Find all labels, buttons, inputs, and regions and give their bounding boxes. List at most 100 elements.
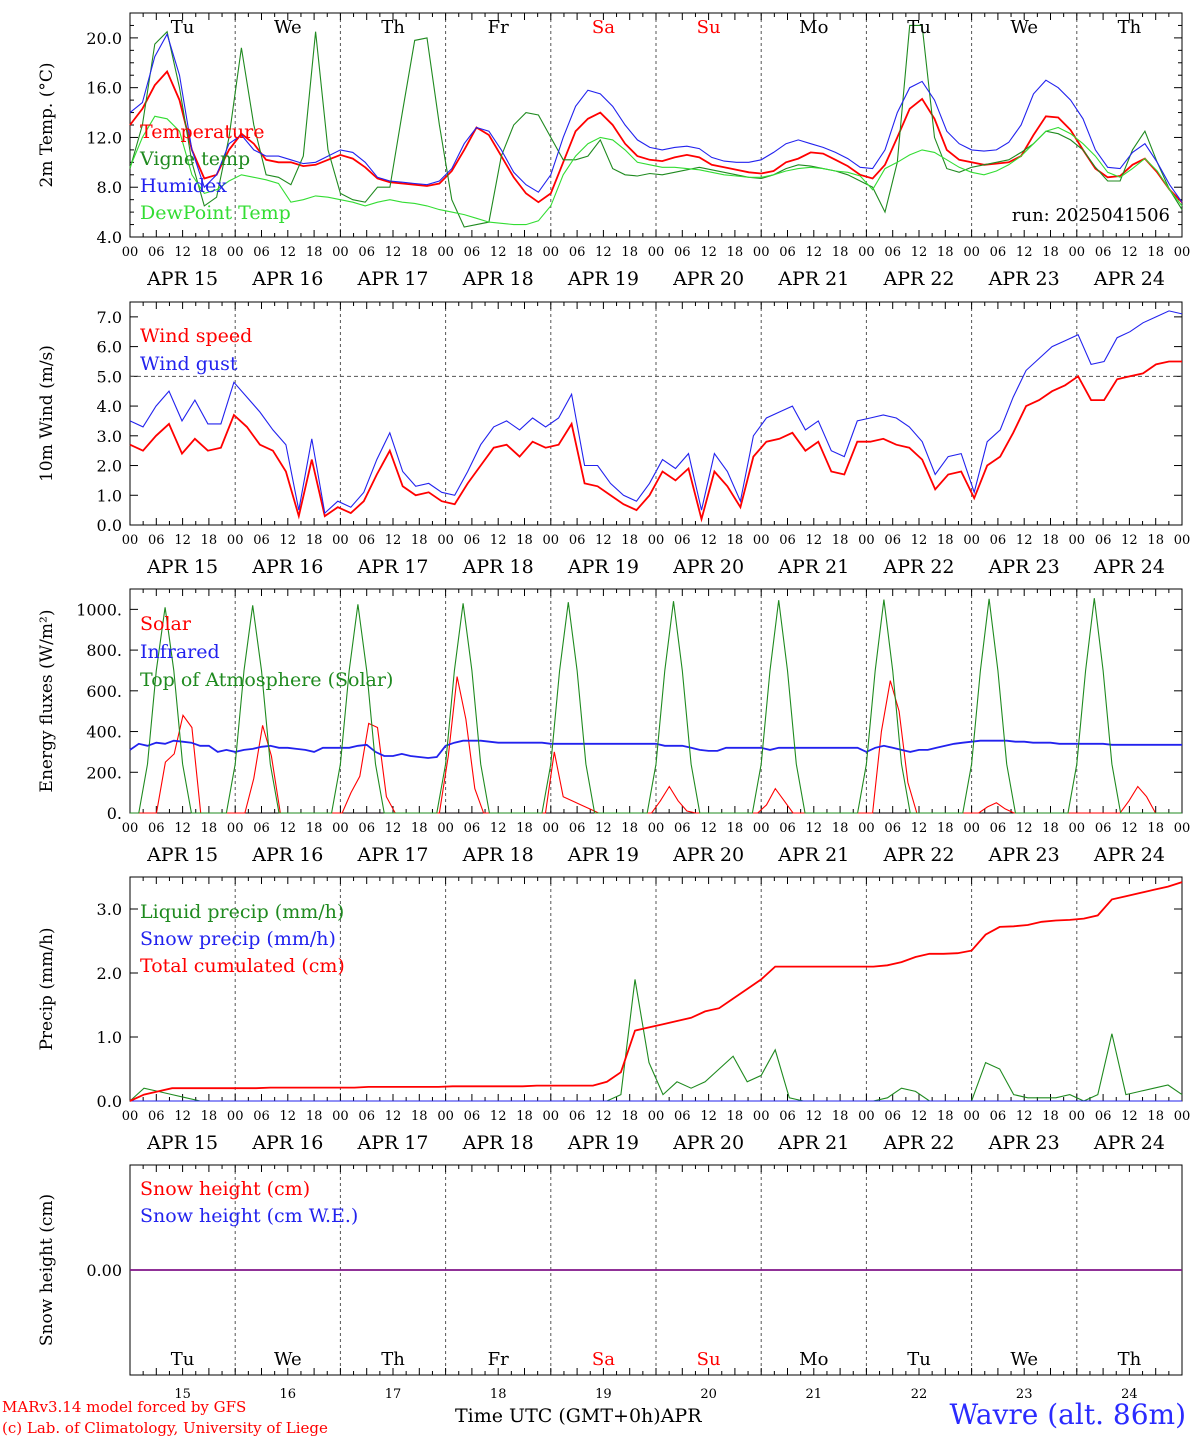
date-label: APR 20 bbox=[672, 556, 744, 578]
day-name-label: Th bbox=[381, 17, 405, 38]
hour-label: 18 bbox=[1147, 821, 1164, 836]
hour-label: 00 bbox=[858, 1109, 875, 1124]
hour-label: 18 bbox=[411, 533, 428, 548]
legend-entry: Humidex bbox=[140, 175, 227, 197]
hour-label: 00 bbox=[543, 1109, 560, 1124]
hour-label: 12 bbox=[280, 821, 297, 836]
hour-label: 18 bbox=[1147, 245, 1164, 260]
hour-label: 18 bbox=[201, 245, 218, 260]
hour-label: 00 bbox=[1174, 245, 1191, 260]
day-number-label: 15 bbox=[174, 1387, 191, 1402]
y-tick-label: 1.0 bbox=[97, 1028, 122, 1047]
date-label: APR 23 bbox=[988, 844, 1060, 866]
hour-label: 00 bbox=[227, 1109, 244, 1124]
hour-label: 12 bbox=[174, 1109, 191, 1124]
date-label: APR 23 bbox=[988, 556, 1060, 578]
day-name-label: Mo bbox=[799, 1349, 828, 1370]
series-line-total-cumulated-cm- bbox=[129, 881, 1183, 1102]
hour-label: 18 bbox=[201, 821, 218, 836]
date-label: APR 21 bbox=[777, 556, 849, 578]
hour-label: 18 bbox=[1042, 533, 1059, 548]
y-tick-label: 1000. bbox=[76, 600, 122, 619]
hour-label: 18 bbox=[621, 1109, 638, 1124]
y-tick-label: 0. bbox=[107, 804, 122, 823]
hour-label: 12 bbox=[1121, 245, 1138, 260]
hour-label: 00 bbox=[858, 533, 875, 548]
date-label: APR 18 bbox=[462, 1132, 534, 1154]
date-label: APR 19 bbox=[567, 1132, 639, 1154]
date-label: APR 24 bbox=[1093, 844, 1165, 866]
hour-label: 00 bbox=[648, 533, 665, 548]
hour-label: 12 bbox=[1016, 245, 1033, 260]
y-tick-label: 16.0 bbox=[86, 79, 122, 98]
hour-label: 06 bbox=[990, 533, 1007, 548]
hour-label: 00 bbox=[122, 1109, 139, 1124]
date-label: APR 18 bbox=[462, 556, 534, 578]
day-number-label: 16 bbox=[280, 1387, 297, 1402]
hour-label: 12 bbox=[1016, 1109, 1033, 1124]
hour-label: 00 bbox=[1174, 821, 1191, 836]
date-label: APR 20 bbox=[672, 844, 744, 866]
hour-label: 00 bbox=[753, 245, 770, 260]
hour-label: 06 bbox=[464, 245, 481, 260]
hour-label: 06 bbox=[569, 533, 586, 548]
date-label: APR 15 bbox=[146, 268, 218, 290]
hour-label: 12 bbox=[385, 821, 402, 836]
hour-label: 18 bbox=[727, 245, 744, 260]
hour-label: 00 bbox=[858, 245, 875, 260]
hour-label: 06 bbox=[1095, 533, 1112, 548]
hour-label: 18 bbox=[832, 245, 849, 260]
hour-label: 12 bbox=[806, 1109, 823, 1124]
date-label: APR 20 bbox=[672, 268, 744, 290]
panel-frame bbox=[129, 588, 1183, 814]
date-label: APR 18 bbox=[462, 268, 534, 290]
hour-label: 00 bbox=[648, 245, 665, 260]
hour-label: 18 bbox=[1042, 821, 1059, 836]
hour-label: 18 bbox=[411, 821, 428, 836]
date-label: APR 15 bbox=[146, 844, 218, 866]
y-axis-label: Precip (mm/h) bbox=[37, 927, 57, 1050]
y-tick-label: 800. bbox=[86, 641, 122, 660]
hour-label: 18 bbox=[727, 533, 744, 548]
hour-label: 12 bbox=[911, 533, 928, 548]
hour-label: 18 bbox=[832, 533, 849, 548]
day-name-label: Tu bbox=[907, 1349, 931, 1370]
series-line-temperature bbox=[129, 69, 1183, 204]
hour-label: 06 bbox=[464, 1109, 481, 1124]
date-label: APR 19 bbox=[567, 556, 639, 578]
day-name-label: Sa bbox=[592, 17, 615, 38]
day-name-label: Mo bbox=[799, 17, 828, 38]
hour-label: 00 bbox=[122, 533, 139, 548]
hour-label: 12 bbox=[1016, 533, 1033, 548]
run-annotation: run: 2025041506 bbox=[1012, 205, 1170, 226]
panel-5: 0.00 Snow height (cm) Snow height (cm) Snow… bbox=[37, 1164, 1183, 1402]
series-line-dewpoint-temp bbox=[129, 115, 1183, 226]
y-tick-label: 0.0 bbox=[97, 516, 122, 535]
hour-label: 06 bbox=[148, 821, 165, 836]
hour-label: 06 bbox=[1095, 1109, 1112, 1124]
hour-label: 18 bbox=[516, 245, 533, 260]
y-tick-label: 400. bbox=[86, 723, 122, 742]
hour-label: 00 bbox=[963, 821, 980, 836]
hour-label: 18 bbox=[621, 245, 638, 260]
hour-label: 12 bbox=[1121, 533, 1138, 548]
panel-3: 0. 200. 400. 600. 800. 1000. Energy fluxes (W/… bbox=[37, 588, 1191, 866]
hour-label: 06 bbox=[990, 821, 1007, 836]
hour-label: 12 bbox=[1121, 821, 1138, 836]
hour-label: 06 bbox=[464, 533, 481, 548]
hour-label: 00 bbox=[437, 533, 454, 548]
day-number-label: 23 bbox=[1016, 1387, 1033, 1402]
hour-label: 06 bbox=[358, 245, 375, 260]
station-name: Wavre (alt. 86m) bbox=[949, 1398, 1186, 1431]
panel-1: 4.0 8.0 12.0 16.0 20.0 2m Temp. (°C) Temperatu… bbox=[37, 12, 1191, 290]
y-tick-label: 4.0 bbox=[97, 228, 122, 247]
hour-label: 18 bbox=[1042, 1109, 1059, 1124]
hour-label: 18 bbox=[1042, 245, 1059, 260]
hour-label: 06 bbox=[779, 1109, 796, 1124]
y-tick-label: 5.0 bbox=[97, 367, 122, 386]
hour-label: 12 bbox=[806, 821, 823, 836]
date-label: APR 23 bbox=[988, 1132, 1060, 1154]
hour-label: 00 bbox=[648, 1109, 665, 1124]
hour-label: 00 bbox=[858, 821, 875, 836]
x-axis-title: Time UTC (GMT+0h)APR bbox=[455, 1405, 702, 1427]
